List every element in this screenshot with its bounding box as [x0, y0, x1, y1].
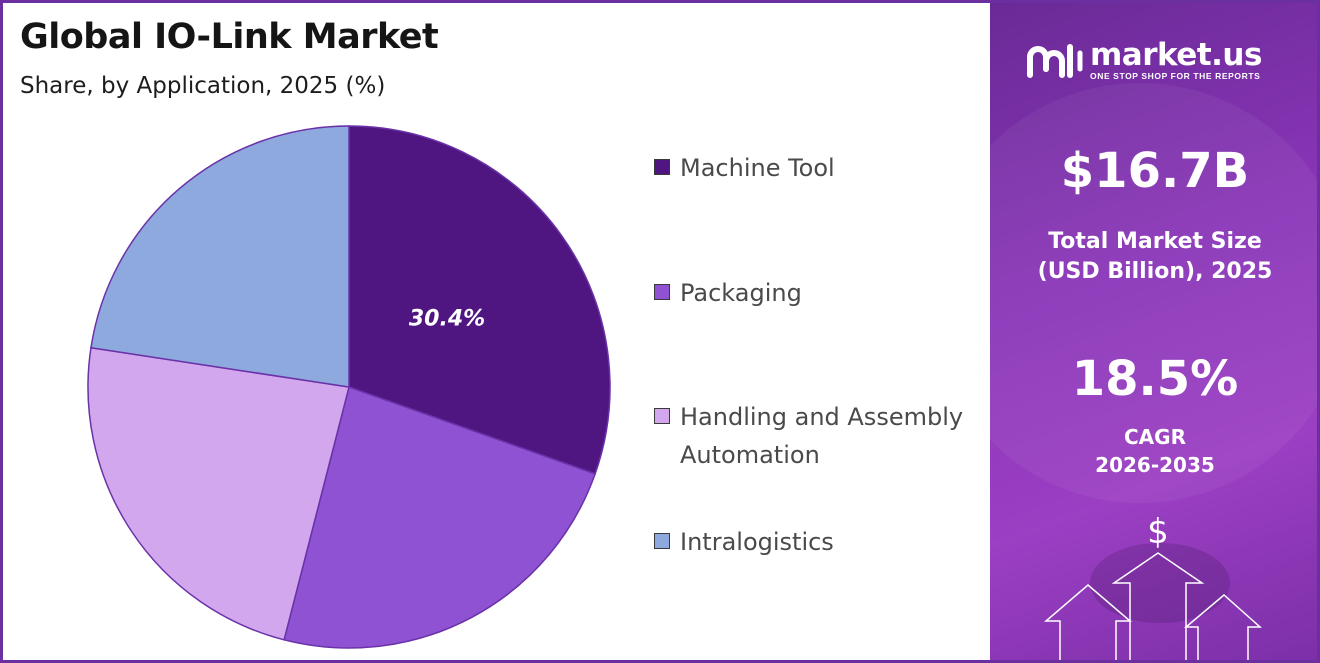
legend-item-packaging: Packaging [654, 274, 974, 312]
legend-item-intralogistics: Intralogistics [654, 523, 974, 561]
market-size-value: $16.7B [1060, 143, 1250, 199]
pie-slice-machine-tool [348, 125, 611, 475]
legend-label: Intralogistics [680, 528, 834, 556]
legend-label: Packaging [680, 279, 802, 307]
dollar-icon: $ [1147, 512, 1169, 552]
cagr-value: 18.5% [1071, 351, 1239, 407]
legend-label: Machine Tool [680, 154, 835, 182]
legend-label: Handling and Assembly Automation [680, 403, 964, 469]
market-size-caption: Total Market Size [1048, 229, 1262, 254]
pie-slice-intralogistics [90, 125, 350, 388]
summary-panel: market.us ONE STOP SHOP FOR THE REPORTS … [990, 3, 1317, 660]
legend-swatch [654, 408, 670, 424]
pie-chart: 30.4% [87, 125, 611, 649]
legend-swatch [654, 159, 670, 175]
chart-subtitle: Share, by Application, 2025 (%) [20, 73, 386, 99]
legend-item-machine-tool: Machine Tool [654, 149, 974, 187]
legend-swatch [654, 533, 670, 549]
market-us-logo-icon [1027, 44, 1083, 78]
pie-slice-handling-and-assembly-automation [87, 346, 350, 641]
brand-tagline: ONE STOP SHOP FOR THE REPORTS [1090, 71, 1261, 81]
brand-logo: market.us ONE STOP SHOP FOR THE REPORTS [1024, 39, 1262, 81]
pie-data-label: 30.4% [409, 307, 485, 332]
growth-arrows-icon: $ [1043, 512, 1262, 660]
chart-title: Global IO-Link Market [20, 17, 439, 57]
chart-panel: Global IO-Link Market Share, by Applicat… [3, 3, 990, 660]
market-size-caption-unit: (USD Billion), 2025 [1037, 259, 1273, 284]
cagr-label: CAGR [1124, 425, 1186, 449]
legend-item-handling-assembly: Handling and Assembly Automation [654, 398, 974, 474]
brand-name: market.us [1090, 37, 1262, 73]
cagr-period: 2026-2035 [1095, 453, 1215, 477]
pie-slice-packaging [283, 386, 597, 649]
legend-swatch [654, 284, 670, 300]
